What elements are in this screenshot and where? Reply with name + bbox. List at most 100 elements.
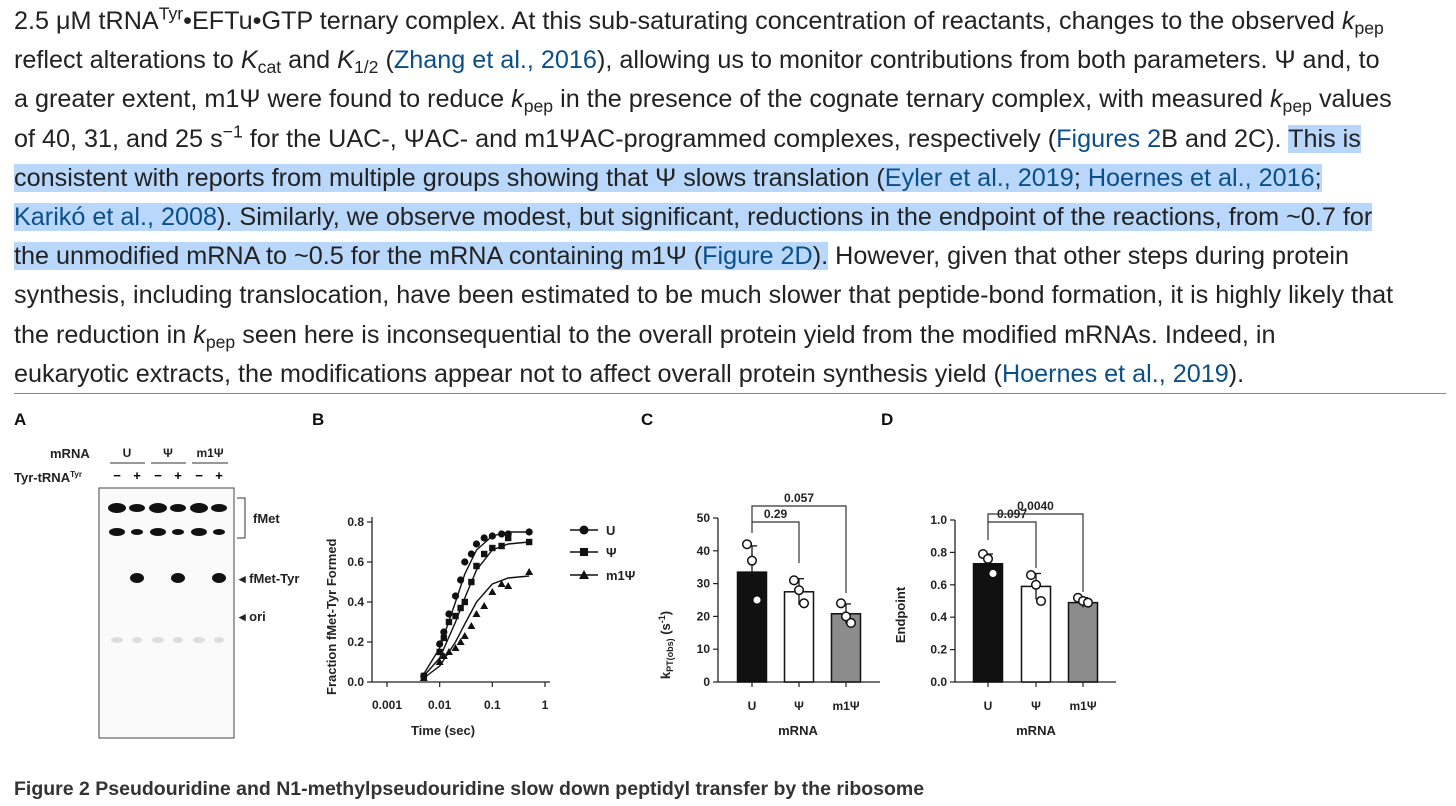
citation-link-kariko-2008[interactable]: Karikó et al., 2008 [14,202,218,231]
paragraph-line-10: eukaryotic extracts, the modifications a… [14,355,1454,394]
highlighted-text[interactable]: the unmodified mRNA to ~0.5 for the mRNA… [14,242,703,271]
paragraph-line-4: of 40, 31, and 25 s−1 for the UAC-, ΨAC-… [14,120,1454,159]
data-point-triangle [504,582,513,589]
legend-label: U [606,523,615,538]
x-tick-label: 0.01 [428,698,452,712]
data-point-triangle [525,568,534,575]
paragraph-line-8: synthesis, including translocation, have… [14,276,1454,315]
replicate-point [1030,579,1042,590]
panel-b-time-course: Fraction fMet-Tyr Formed Time (sec) 0.00… [324,515,635,738]
data-point-square [436,648,443,656]
data-point-square [489,544,496,552]
highlighted-text[interactable]: ; [1314,163,1322,192]
replicate-point [788,575,800,586]
subscript: pep [205,331,236,352]
y-tick-label: 0 [703,675,710,689]
fmet-tyr-bands [130,573,226,583]
x-tick-label: U [984,699,993,713]
data-point-triangle [456,638,465,645]
data-point-circle [472,540,481,548]
x-tick-label: Ψ [794,699,804,713]
data-point-triangle [435,658,444,665]
highlighted-text[interactable]: ). [812,242,829,271]
text-run: B and 2C). [1161,124,1289,153]
y-tick-label: 20 [697,609,711,623]
fit-curve-square [423,541,530,677]
band-label-fmet: fMet [253,511,280,526]
paragraph-line-2: reflect alterations to Kcat and K1/2 (Zh… [14,41,1454,80]
data-point-square [525,538,533,546]
data-point-circle [488,532,496,540]
data-point-square [480,550,488,558]
symbol-k: k [1341,7,1355,35]
fmet-bands [108,503,227,536]
panel-d-x-axis-label: mRNA [1016,723,1056,738]
data-point-square [457,604,464,612]
superscript: Tyr [158,3,184,24]
text-run: the reduction in [14,320,194,349]
subscript: pep [1354,17,1384,38]
x-tick-label: m1Ψ [832,699,859,713]
citation-link-eyler-2019[interactable]: Eyler et al., 2019 [884,163,1074,192]
citation-link-hoernes-2019[interactable]: Hoernes et al., 2019 [1001,359,1229,388]
figure-caption: Figure 2 Pseudouridine and N1-methylpseu… [14,778,925,800]
replicate-point [1082,597,1094,608]
band-label-ori: ◂ ori [238,609,266,624]
replicate-point [987,568,999,579]
data-point-triangle [480,602,489,609]
replicate-point [798,598,810,609]
faint-bands [111,637,224,643]
highlighted-text[interactable]: ). Similarly, we observe modest, but sig… [217,202,1373,231]
figure-link-2[interactable]: Figures 2 [1056,124,1162,153]
paragraph-line-3: a greater extent, m1Ψ were found to redu… [14,80,1454,119]
text-run: a greater extent, m1Ψ were found to redu… [14,85,512,114]
paragraph-line-1: 2.5 μM tRNATyr•EFTu•GTP ternary complex.… [14,2,1454,41]
replicate-point [746,555,758,566]
figure-link-2d[interactable]: Figure 2D [702,242,813,271]
lane-sign: + [215,468,223,483]
legend-label: Ψ [606,545,617,560]
subscript: cat [257,57,282,78]
mrna-row-label: mRNA [50,446,90,461]
y-tick-label: 0.6 [930,578,947,592]
trna-row-label: Tyr-tRNATyr [14,470,82,485]
superscript: −1 [222,120,243,141]
legend-marker-circle [579,525,589,535]
gel-image [98,487,235,739]
highlighted-text[interactable]: consistent with reports from multiple gr… [14,163,885,192]
text-run: eukaryotic extracts, the modifications a… [14,359,1002,388]
citation-link-hoernes-2016[interactable]: Hoernes et al., 2016 [1087,163,1315,192]
y-tick-label: 0.2 [347,635,364,649]
text-run: and [281,46,338,75]
replicate-point [741,539,753,550]
citation-link-zhang-2016[interactable]: Zhang et al., 2016 [393,46,597,75]
text-run: 2.5 μM tRNA [14,7,159,35]
figure-2[interactable]: A B C D mRNA Tyr-tRNATyr U Ψ m1Ψ − + − +… [0,400,1456,770]
text-run: ( [378,46,394,75]
subscript: 1/2 [353,57,379,78]
p-value-label: 0.29 [764,507,788,521]
panel-b-x-axis-label: Time (sec) [411,723,475,738]
lane-sign: − [154,468,162,483]
lane-group-u: U [123,446,132,460]
significance-bracket [751,505,847,593]
replicate-point [1035,595,1047,607]
replicate-point [982,553,994,564]
lane-sign: + [174,468,182,483]
data-point-circle [445,610,453,618]
lane-group-psi: Ψ [163,446,173,460]
y-tick-label: 30 [697,577,711,591]
y-tick-label: 0.4 [930,610,947,624]
symbol-k: K [240,46,258,75]
data-point-circle [480,534,488,542]
highlighted-text[interactable]: This is [1288,124,1361,153]
replicate-point [793,585,805,596]
data-point-square [504,534,512,542]
data-point-triangle [439,652,448,659]
highlighted-text[interactable]: ; [1073,163,1088,192]
text-run: synthesis, including translocation, have… [14,281,1394,310]
data-point-square [468,578,475,586]
data-point-square [461,598,468,606]
subscript: pep [523,96,554,117]
